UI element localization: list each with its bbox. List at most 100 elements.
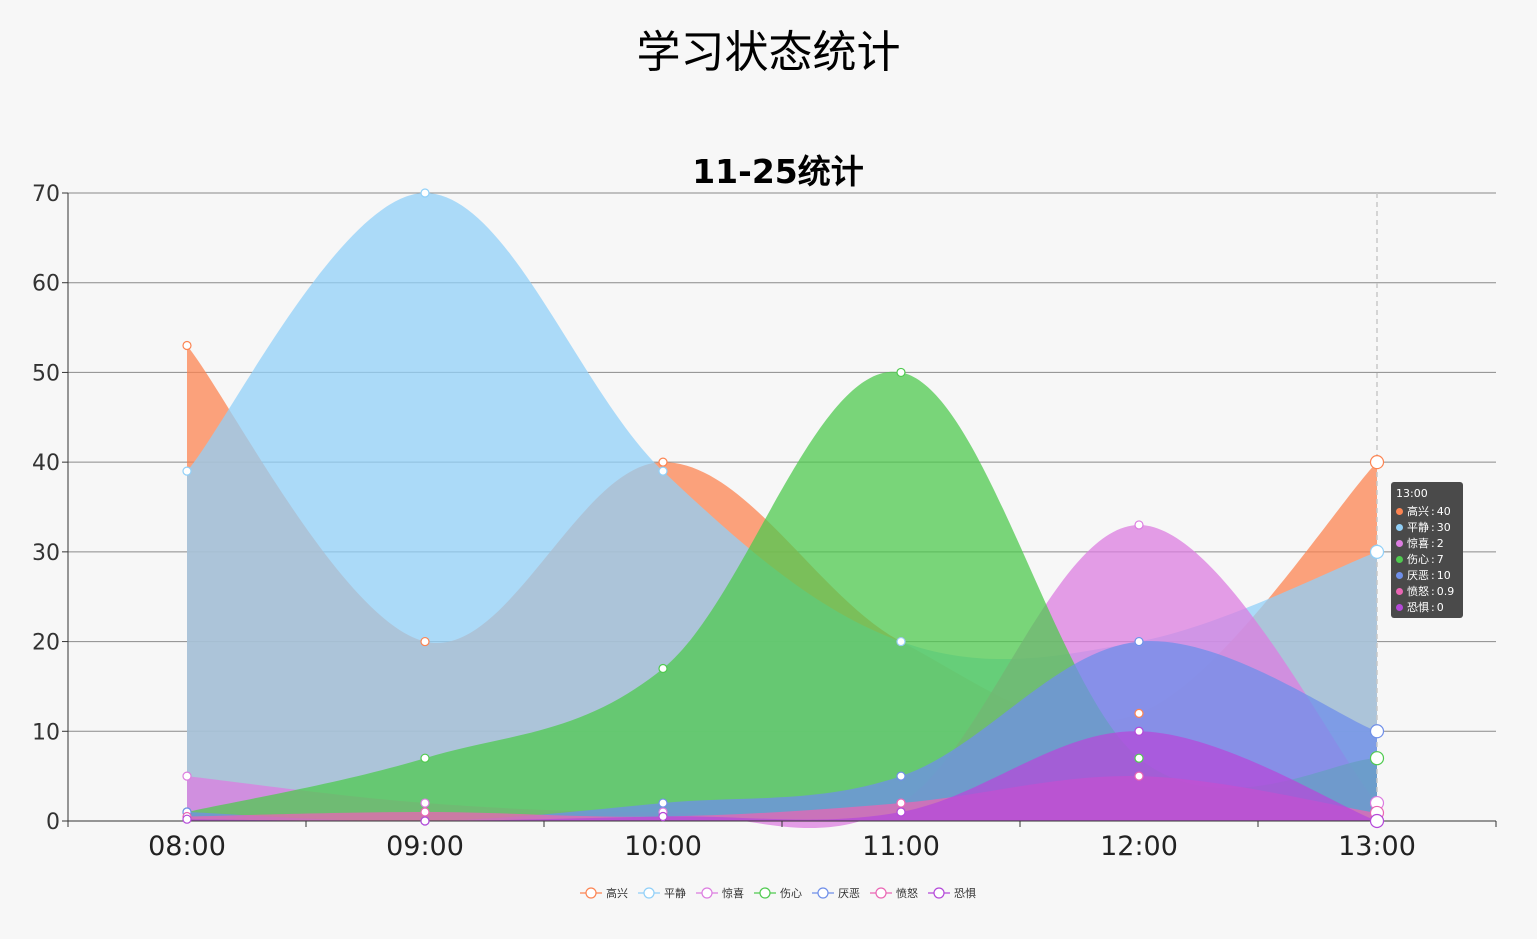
y-tick-label: 30: [32, 541, 60, 566]
data-point[interactable]: [896, 798, 906, 808]
tooltip: 13:00 高兴:40 平静:30 惊喜:2 伤心:7 厌恶:10 愤怒:0.9 恐惧:0: [1391, 482, 1463, 618]
legend-label: 惊喜: [722, 886, 744, 900]
tooltip-row: 高兴:40: [1396, 503, 1463, 519]
data-point[interactable]: [420, 753, 430, 763]
legend: 高兴 平静 惊喜 伤心 厌恶 愤怒 恐惧: [580, 886, 976, 900]
legend-item[interactable]: 惊喜: [696, 886, 744, 900]
legend-item[interactable]: 平静: [638, 886, 686, 900]
data-point[interactable]: [182, 814, 192, 824]
tooltip-value: 10: [1436, 568, 1451, 582]
tooltip-value: 2: [1436, 536, 1444, 550]
tooltip-dot: [1396, 571, 1403, 579]
legend-item[interactable]: 愤怒: [870, 886, 918, 900]
x-tick-label: 08:00: [148, 831, 226, 862]
tooltip-value: 0: [1436, 600, 1444, 614]
y-tick-label: 10: [32, 720, 60, 745]
tooltip-row: 愤怒:0.9: [1396, 583, 1463, 599]
legend-marker: [759, 887, 771, 899]
page-title: 学习状态统计: [636, 27, 901, 78]
data-point[interactable]: [896, 636, 906, 647]
data-point[interactable]: [420, 798, 430, 808]
tooltip-series-name: 高兴: [1407, 505, 1429, 518]
data-point[interactable]: [1369, 813, 1385, 829]
data-point[interactable]: [1369, 455, 1385, 470]
tooltip-dot: [1396, 555, 1403, 563]
data-point[interactable]: [658, 466, 668, 476]
data-point[interactable]: [420, 807, 430, 817]
legend-label: 伤心: [780, 887, 802, 900]
tooltip-colon: :: [1431, 520, 1435, 534]
tooltip-row: 恐惧:0: [1396, 599, 1463, 615]
data-point[interactable]: [182, 466, 192, 476]
x-tick-label: 12:00: [1100, 831, 1178, 862]
tooltip-row: 平静:30: [1396, 519, 1463, 535]
x-tick-label: 10:00: [624, 831, 702, 862]
tooltip-series-name: 厌恶: [1407, 569, 1429, 582]
x-tick-label: 13:00: [1338, 831, 1416, 862]
legend-marker: [643, 887, 655, 899]
tooltip-row: 伤心:7: [1396, 551, 1463, 567]
x-tick-label: 09:00: [386, 831, 464, 862]
tooltip-dot: [1396, 539, 1403, 547]
legend-marker: [817, 887, 829, 899]
y-tick-label: 0: [46, 810, 60, 835]
y-tick-label: 70: [32, 182, 60, 207]
data-point[interactable]: [1369, 751, 1385, 766]
tooltip-row: 惊喜:2: [1396, 535, 1463, 551]
data-point[interactable]: [1369, 544, 1385, 559]
tooltip-value: 30: [1436, 520, 1451, 534]
data-point[interactable]: [1369, 724, 1385, 739]
data-point[interactable]: [1134, 771, 1144, 781]
tooltip-row: 厌恶:10: [1396, 567, 1463, 583]
data-point[interactable]: [658, 798, 668, 808]
legend-label: 厌恶: [838, 887, 860, 900]
y-tick-label: 20: [32, 631, 60, 656]
data-point[interactable]: [1134, 636, 1144, 647]
data-point[interactable]: [1134, 708, 1144, 718]
legend-marker: [875, 887, 887, 899]
tooltip-series-name: 惊喜: [1407, 537, 1429, 550]
data-point[interactable]: [1134, 520, 1144, 530]
series-areas: [187, 193, 1377, 828]
data-point[interactable]: [420, 816, 430, 826]
chart-title: 11-25统计: [692, 152, 864, 191]
tooltip-series-name: 愤怒: [1407, 585, 1429, 598]
legend-marker: [933, 887, 945, 899]
tooltip-series-name: 伤心: [1407, 553, 1429, 566]
tooltip-colon: :: [1431, 536, 1435, 550]
legend-marker: [585, 887, 597, 899]
data-point[interactable]: [896, 807, 906, 817]
data-point[interactable]: [182, 771, 192, 781]
legend-item[interactable]: 厌恶: [812, 887, 860, 900]
legend-label: 愤怒: [896, 886, 918, 900]
legend-label: 高兴: [606, 886, 628, 900]
data-point[interactable]: [896, 771, 906, 781]
tooltip-value: 40: [1436, 504, 1451, 518]
series-points: [182, 188, 1385, 829]
data-point[interactable]: [420, 636, 430, 647]
tooltip-dot: [1396, 523, 1403, 531]
data-point[interactable]: [182, 340, 192, 351]
y-tick-label: 60: [32, 272, 60, 297]
data-point[interactable]: [658, 663, 668, 674]
legend-label: 恐惧: [954, 886, 976, 900]
data-point[interactable]: [420, 188, 430, 198]
tooltip-colon: :: [1431, 552, 1435, 566]
legend-marker: [701, 887, 713, 899]
data-point[interactable]: [1134, 753, 1144, 763]
data-point[interactable]: [658, 457, 668, 467]
legend-item[interactable]: 伤心: [754, 887, 802, 900]
data-point[interactable]: [1134, 726, 1144, 736]
tooltip-value: 7: [1436, 552, 1444, 566]
legend-item[interactable]: 高兴: [580, 886, 628, 900]
area-series: [187, 731, 1377, 822]
tooltip-rows: 高兴:40 平静:30 惊喜:2 伤心:7 厌恶:10 愤怒:0.9 恐惧:0: [1396, 503, 1463, 615]
data-point[interactable]: [658, 811, 668, 822]
data-point[interactable]: [896, 367, 906, 378]
legend-label: 平静: [664, 886, 686, 900]
tooltip-dot: [1396, 603, 1403, 611]
y-tick-label: 40: [32, 451, 60, 476]
legend-item[interactable]: 恐惧: [928, 886, 976, 900]
